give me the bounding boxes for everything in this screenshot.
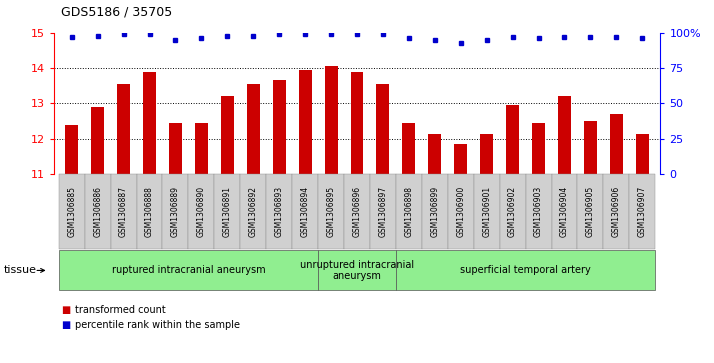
Text: GSM1306886: GSM1306886 — [93, 186, 102, 237]
Text: GSM1306906: GSM1306906 — [612, 186, 621, 237]
Text: GSM1306905: GSM1306905 — [586, 186, 595, 237]
Text: GDS5186 / 35705: GDS5186 / 35705 — [61, 5, 172, 18]
Text: GSM1306897: GSM1306897 — [378, 186, 388, 237]
Text: unruptured intracranial
aneurysm: unruptured intracranial aneurysm — [300, 260, 414, 281]
Bar — [195, 123, 208, 174]
Text: GSM1306900: GSM1306900 — [456, 186, 466, 237]
Text: superficial temporal artery: superficial temporal artery — [461, 265, 591, 276]
Text: GSM1306888: GSM1306888 — [145, 186, 154, 237]
Bar — [65, 125, 79, 174]
Bar — [428, 134, 441, 174]
Text: GSM1306887: GSM1306887 — [119, 186, 128, 237]
Bar — [298, 70, 311, 174]
Bar — [221, 97, 233, 174]
Bar — [325, 66, 338, 174]
Bar — [376, 84, 389, 174]
Bar — [247, 84, 260, 174]
Text: GSM1306894: GSM1306894 — [301, 186, 310, 237]
Text: GSM1306903: GSM1306903 — [534, 186, 543, 237]
Text: tissue: tissue — [4, 265, 36, 276]
Bar — [117, 84, 130, 174]
Text: GSM1306889: GSM1306889 — [171, 186, 180, 237]
Text: GSM1306885: GSM1306885 — [67, 186, 76, 237]
Bar — [403, 123, 416, 174]
Text: GSM1306902: GSM1306902 — [508, 186, 517, 237]
Bar — [91, 107, 104, 174]
Text: GSM1306896: GSM1306896 — [353, 186, 361, 237]
Text: transformed count: transformed count — [75, 305, 166, 315]
Bar — [635, 134, 649, 174]
Bar — [481, 134, 493, 174]
Text: GSM1306904: GSM1306904 — [560, 186, 569, 237]
Text: GSM1306895: GSM1306895 — [326, 186, 336, 237]
Text: GSM1306890: GSM1306890 — [197, 186, 206, 237]
Text: ruptured intracranial aneurysm: ruptured intracranial aneurysm — [111, 265, 265, 276]
Text: GSM1306899: GSM1306899 — [431, 186, 439, 237]
Text: percentile rank within the sample: percentile rank within the sample — [75, 320, 240, 330]
Bar — [584, 121, 597, 174]
Text: GSM1306901: GSM1306901 — [482, 186, 491, 237]
Text: GSM1306907: GSM1306907 — [638, 186, 647, 237]
Bar — [143, 72, 156, 174]
Bar — [610, 114, 623, 174]
Text: ■: ■ — [61, 305, 70, 315]
Bar — [454, 144, 467, 174]
Text: GSM1306892: GSM1306892 — [248, 186, 258, 237]
Text: GSM1306893: GSM1306893 — [275, 186, 283, 237]
Bar — [351, 72, 363, 174]
Bar — [506, 105, 519, 174]
Text: GSM1306891: GSM1306891 — [223, 186, 232, 237]
Text: ■: ■ — [61, 320, 70, 330]
Bar — [273, 81, 286, 174]
Bar — [532, 123, 545, 174]
Text: GSM1306898: GSM1306898 — [404, 186, 413, 237]
Bar — [558, 97, 571, 174]
Bar — [169, 123, 182, 174]
